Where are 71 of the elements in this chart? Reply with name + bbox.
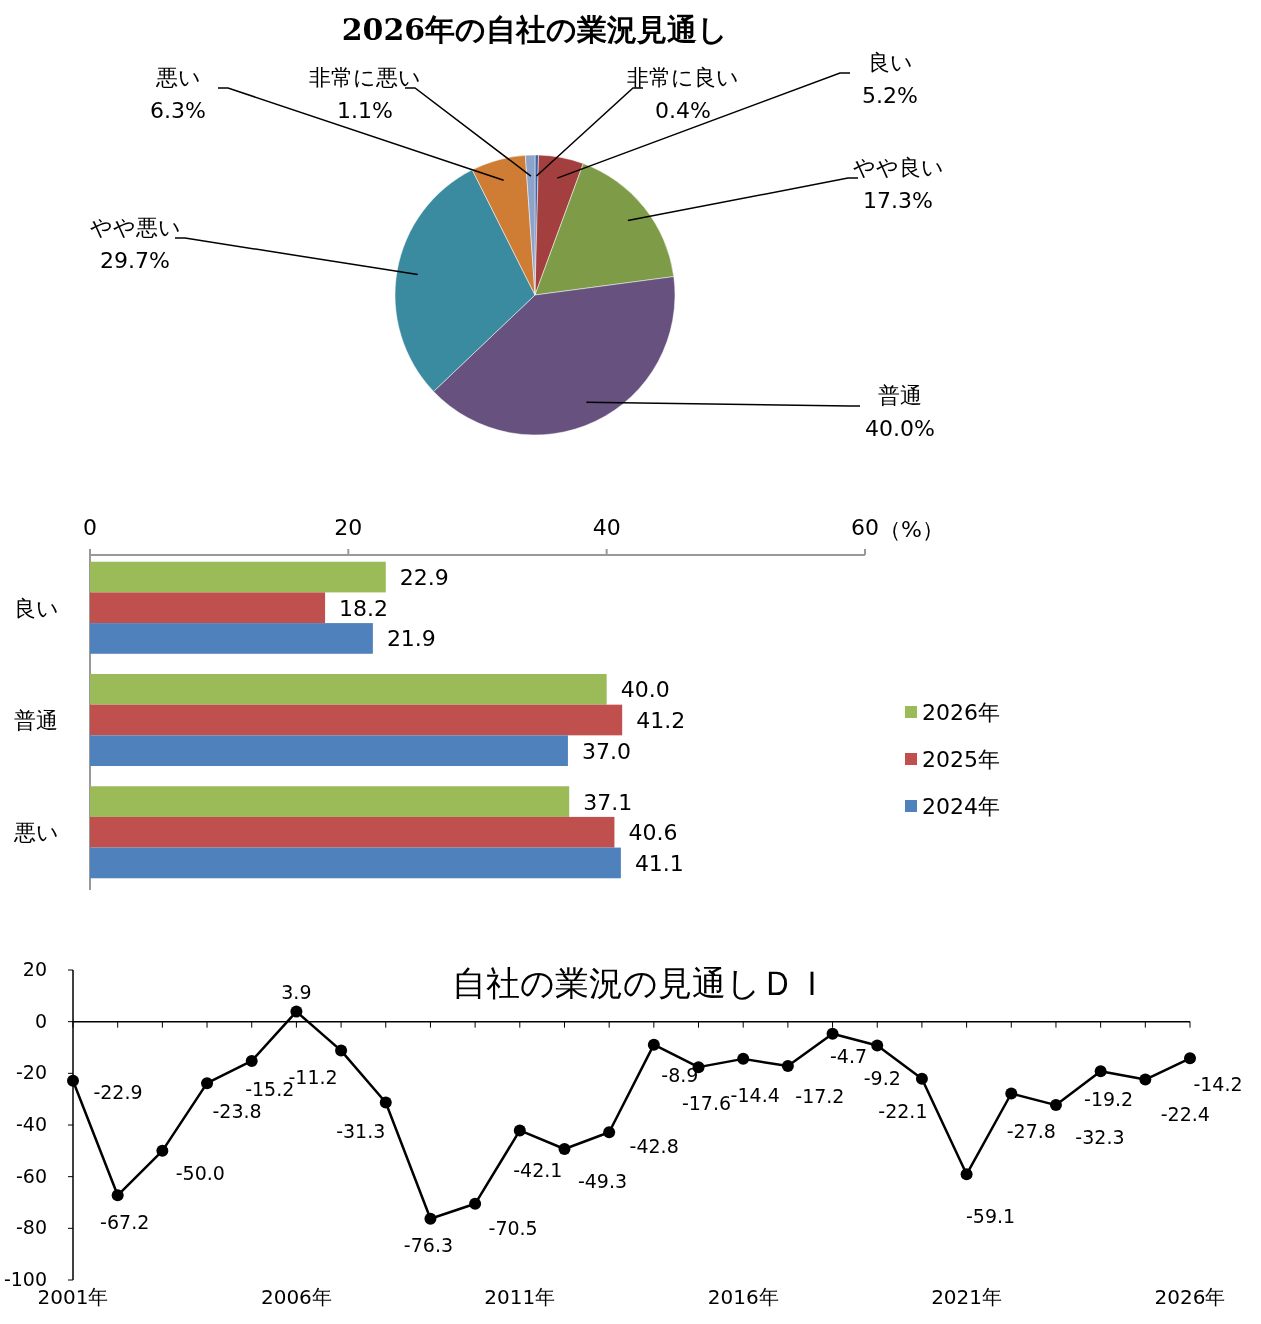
data-label: -42.1	[513, 1159, 563, 1182]
y-tick-label: 20	[22, 958, 47, 980]
slice-label: 非常に悪い	[309, 65, 421, 90]
data-label: -59.1	[966, 1205, 1016, 1228]
data-label: -14.2	[1193, 1073, 1243, 1096]
data-label: -42.8	[629, 1135, 679, 1158]
y-tick-label: 悪い	[13, 820, 59, 846]
data-label: -31.3	[336, 1119, 386, 1142]
data-label: 40.0%	[865, 416, 935, 441]
data-label: -49.3	[577, 1170, 628, 1193]
data-label: -17.2	[795, 1085, 845, 1108]
data-label: 0.4%	[655, 98, 711, 123]
x-tick-label: 2011年	[484, 1285, 556, 1309]
data-label: 41.1	[634, 850, 684, 876]
y-tick-label: -20	[15, 1061, 47, 1084]
y-tick-label: -80	[15, 1216, 47, 1239]
legend-label: 2025年	[922, 747, 1000, 772]
x-axis-title: （%）	[879, 517, 944, 542]
data-label: 29.7%	[100, 248, 170, 273]
y-tick-label: -40	[15, 1113, 47, 1135]
data-label: 3.9	[281, 980, 312, 1003]
slice-label: 非常に良い	[627, 65, 739, 90]
slice-label: やや良い	[852, 155, 944, 180]
data-label: -14.4	[730, 1083, 780, 1106]
data-label: 17.3%	[863, 188, 933, 213]
slice-label: 良い	[867, 50, 913, 75]
slice-label: 普通	[878, 383, 922, 408]
x-tick-label: 20	[334, 515, 363, 540]
data-label: -22.1	[878, 1099, 928, 1122]
data-label: 37.1	[583, 789, 633, 815]
data-label: -67.2	[100, 1211, 150, 1234]
x-tick-label: 2006年	[260, 1285, 332, 1309]
y-tick-label: 0	[34, 1009, 47, 1032]
legend-label: 2026年	[922, 700, 1000, 725]
data-label: -32.3	[1075, 1126, 1125, 1149]
data-label: -23.8	[212, 1100, 262, 1123]
data-label: -27.8	[1006, 1120, 1056, 1143]
data-label: -4.7	[830, 1044, 868, 1067]
data-label: 40.0	[620, 677, 670, 703]
data-label: 18.2	[339, 595, 389, 621]
y-tick-label: 普通	[14, 708, 58, 733]
x-tick-label: 2016年	[707, 1285, 779, 1309]
data-label: -50.0	[175, 1161, 225, 1184]
data-label: 41.2	[636, 708, 686, 733]
data-label: 1.1%	[337, 98, 393, 123]
data-label: -17.6	[681, 1092, 732, 1115]
legend-label: 2024年	[922, 794, 1000, 819]
data-label: 37.0	[581, 738, 631, 764]
x-tick-label: 0	[83, 515, 97, 540]
data-label: 6.3%	[150, 98, 206, 123]
x-tick-label: 60	[851, 515, 879, 540]
chart-title: 2026年の自社の業況見通し	[341, 12, 729, 47]
data-label: -9.2	[863, 1067, 901, 1090]
data-label: -8.9	[661, 1063, 699, 1086]
slice-label: 悪い	[154, 65, 201, 90]
data-label: 22.9	[399, 565, 449, 591]
data-label: -19.2	[1084, 1088, 1134, 1111]
slice-label: やや悪い	[89, 215, 181, 240]
data-label: -70.5	[488, 1216, 538, 1239]
data-label: 40.6	[628, 820, 678, 846]
y-tick-label: 良い	[14, 595, 59, 621]
chart-title: 自社の業況の見通しＤＩ	[451, 963, 829, 1003]
x-tick-label: 2021年	[931, 1285, 1003, 1309]
data-label: -22.4	[1160, 1102, 1210, 1125]
y-tick-label: -60	[15, 1164, 47, 1187]
data-label: -22.9	[93, 1080, 143, 1103]
x-tick-label: 40	[592, 515, 621, 540]
data-label: -76.3	[403, 1233, 454, 1256]
x-tick-label: 2026年	[1154, 1285, 1226, 1309]
data-label: 21.9	[386, 626, 436, 652]
data-label: 5.2%	[862, 83, 918, 108]
